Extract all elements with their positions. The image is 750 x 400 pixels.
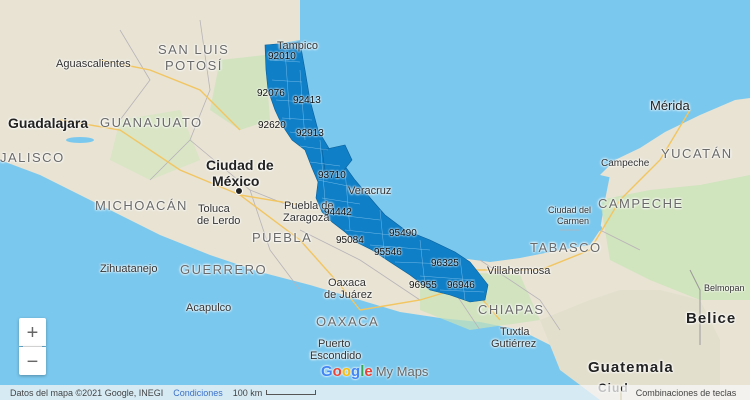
state-label-san-luis: SAN LUIS — [158, 42, 230, 57]
city-label-campeche: Campeche — [601, 158, 650, 169]
city-label-veracruz: Veracruz — [348, 185, 392, 197]
keyboard-shortcuts-link[interactable]: Combinaciones de teclas — [622, 385, 750, 400]
map-attribution: Datos del mapa ©2021 Google, INEGI — [10, 387, 164, 398]
city-label-belmopan: Belmopan — [704, 283, 745, 293]
state-label-yucatan: YUCATÁN — [661, 146, 733, 161]
city-label-tampico: Tampico — [277, 40, 318, 52]
state-label-chiapas: CHIAPAS — [478, 302, 545, 317]
state-label-potosi: POTOSÍ — [165, 58, 223, 73]
city-label-carmen: Carmen — [557, 216, 590, 226]
zip-label: 96946 — [447, 280, 475, 291]
zip-label: 92076 — [257, 88, 285, 99]
city-label-villahermosa: Villahermosa — [487, 265, 551, 277]
map-footer: Datos del mapa ©2021 Google, INEGI Condi… — [0, 385, 620, 400]
belize-border — [689, 269, 701, 345]
state-label-guerrero: GUERRERO — [180, 262, 268, 277]
lake-terminos — [578, 223, 602, 233]
city-label-ciudad-de: Ciudad de — [206, 157, 274, 173]
city-label-zaragoza: Zaragoza — [283, 212, 330, 224]
forest-zone-4 — [110, 110, 200, 180]
scale-bar — [266, 390, 317, 395]
state-label-guanajuato: GUANAJUATO — [100, 115, 203, 130]
zoom-divider — [23, 346, 42, 347]
state-label-campeche: CAMPECHE — [598, 196, 684, 211]
city-label-de-lerdo: de Lerdo — [197, 215, 241, 227]
zip-label: 95084 — [336, 235, 364, 246]
zip-label: 92010 — [268, 51, 296, 62]
state-label-oaxaca: OAXACA — [316, 314, 380, 329]
state-label-jalisco: JALISCO — [0, 150, 65, 165]
city-label-puebla-de: Puebla de — [284, 200, 334, 212]
zoom-in-button[interactable]: + — [19, 318, 46, 346]
city-label-toluca: Toluca — [198, 203, 230, 215]
zip-label: 96955 — [409, 280, 437, 291]
city-label-aguascalientes: Aguascalientes — [56, 58, 131, 70]
zip-boundaries — [269, 49, 485, 301]
city-label-ciudad-del: Ciudad del — [548, 205, 592, 215]
highlighted-region — [264, 41, 489, 303]
city-label-tuxtla: Tuxtla — [500, 326, 530, 338]
zoom-out-button[interactable]: − — [19, 347, 46, 375]
city-label-oaxaca: Oaxaca — [328, 277, 366, 289]
google-my-maps-logo: Google My Maps — [321, 363, 429, 380]
zip-label: 95546 — [374, 247, 402, 258]
land-guatemala — [540, 290, 720, 400]
city-label-merida: Mérida — [650, 98, 690, 113]
land-yucatan — [600, 98, 750, 185]
city-label-escondido: Escondido — [310, 350, 362, 362]
scale-label: 100 km — [232, 387, 263, 398]
state-label-tabasco: TABASCO — [530, 240, 602, 255]
forest-zone-2 — [210, 55, 270, 130]
country-label-guatemala: Guatemala — [588, 359, 674, 376]
city-label-de-juarez: de Juárez — [324, 289, 373, 301]
city-label-mexico: México — [212, 173, 260, 189]
zip-label: 92620 — [258, 120, 286, 131]
mexico-city-marker — [235, 187, 243, 195]
state-borders — [119, 19, 641, 331]
logo-product-text: My Maps — [375, 364, 429, 379]
terms-link[interactable]: Condiciones — [173, 387, 223, 398]
state-label-puebla: PUEBLA — [252, 230, 313, 245]
city-label-zihuatanejo: Zihuatanejo — [100, 263, 158, 275]
city-label-acapulco: Acapulco — [186, 302, 232, 314]
scale-indicator[interactable]: 100 km — [233, 388, 317, 398]
zip-label: 92413 — [293, 95, 321, 106]
zip-label: 96325 — [431, 258, 459, 269]
zip-label: 92913 — [296, 128, 324, 139]
state-label-michoacan: MICHOACÁN — [95, 198, 188, 213]
lake-chapala — [66, 137, 94, 143]
zip-label: 93710 — [318, 170, 346, 181]
country-label-belice: Belice — [686, 310, 737, 327]
forest-zone-1 — [600, 175, 750, 300]
city-label-puerto: Puerto — [318, 338, 351, 350]
city-label-gutierrez: Gutiérrez — [491, 338, 537, 350]
zip-label: 95490 — [389, 228, 417, 239]
city-label-guadalajara: Guadalajara — [8, 115, 89, 131]
zip-label: 94442 — [324, 207, 352, 218]
